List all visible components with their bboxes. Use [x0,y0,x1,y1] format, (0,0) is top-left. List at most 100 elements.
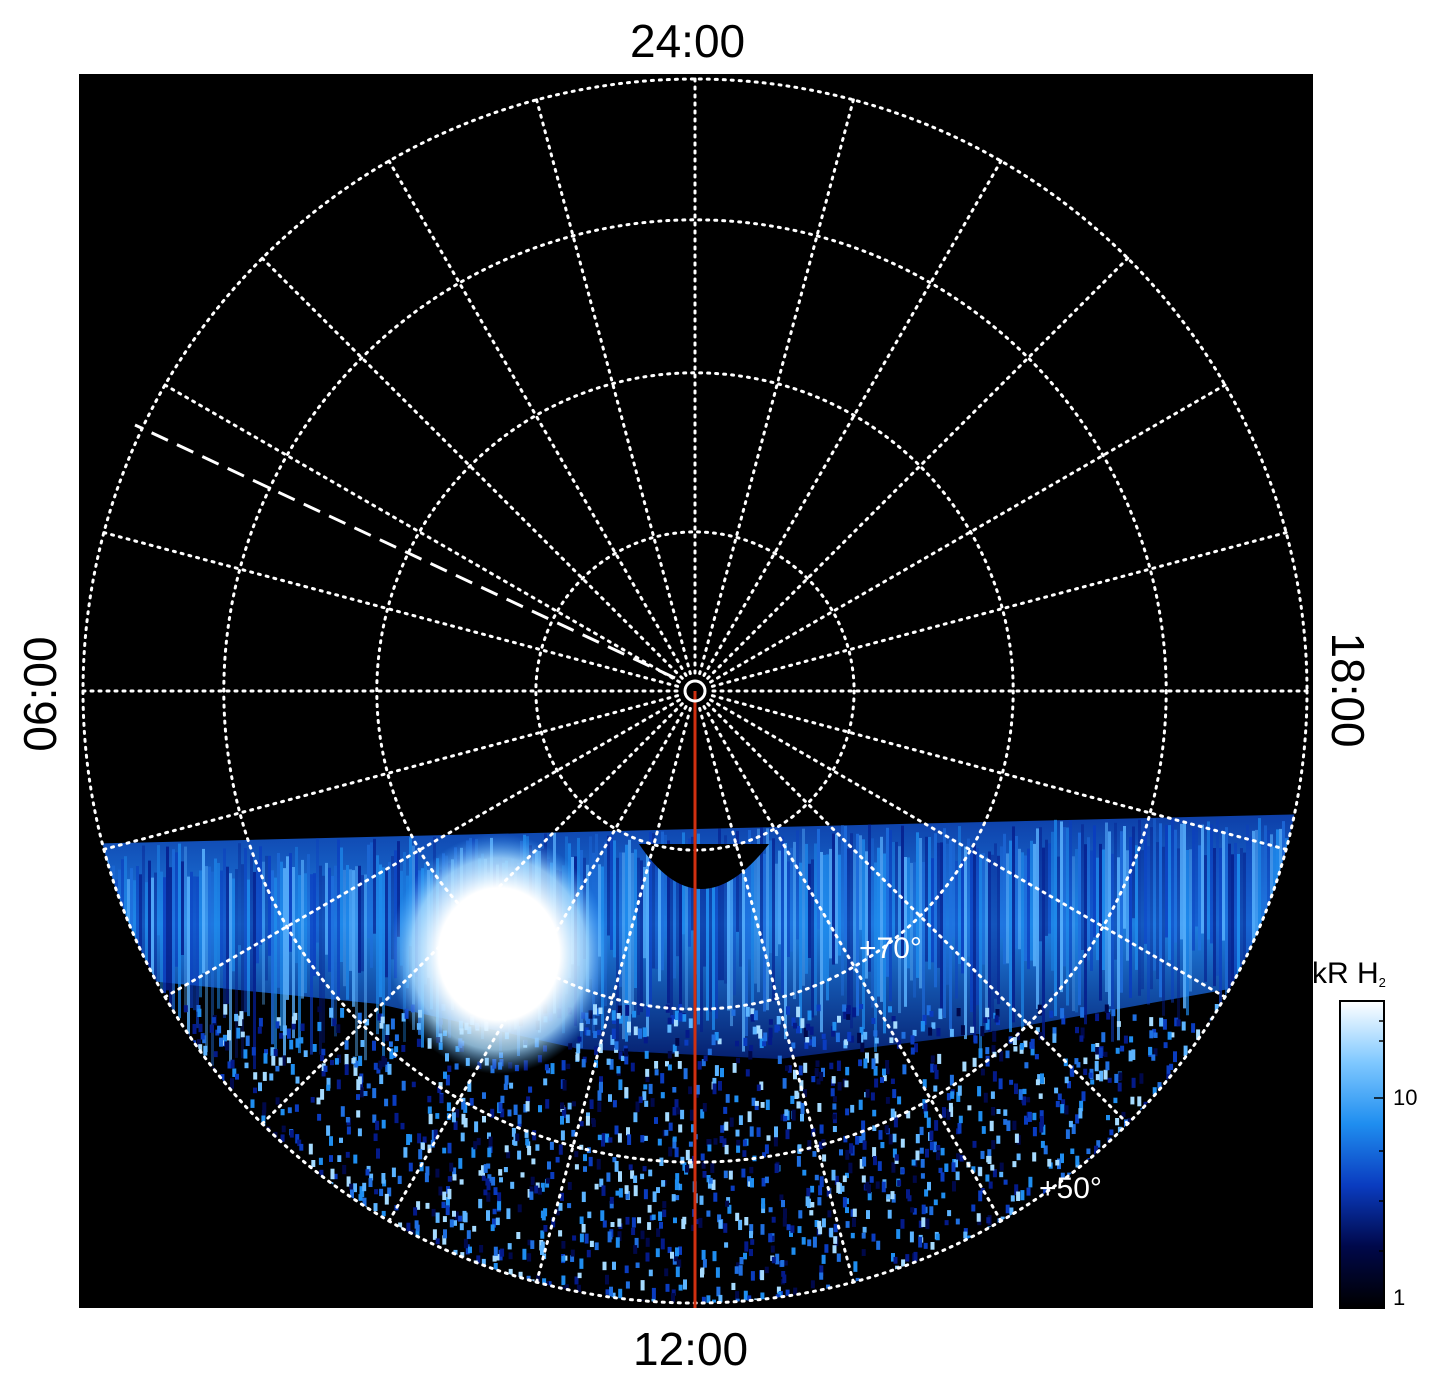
emission-streak [217,863,220,1009]
noise-pixel [1070,1148,1075,1155]
noise-pixel [782,1274,787,1284]
noise-pixel [789,1230,793,1237]
noise-pixel [671,1289,676,1296]
noise-pixel [859,1004,864,1010]
noise-pixel [675,1195,680,1201]
noise-pixel [608,1094,612,1102]
noise-pixel [855,1277,860,1284]
noise-pixel [859,1159,864,1169]
noise-pixel [452,1210,456,1217]
noise-pixel [919,1147,924,1154]
noise-pixel [765,1099,770,1111]
noise-pixel [956,1153,961,1161]
noise-pixel [675,1173,680,1182]
noise-pixel [807,1010,812,1021]
noise-pixel [650,1098,655,1107]
noise-pixel [608,1137,613,1143]
noise-pixel [616,1066,621,1074]
colorbar [1339,1000,1385,1309]
noise-pixel [942,1107,946,1118]
noise-pixel [442,1191,447,1201]
emission-streak [994,843,997,999]
noise-pixel [356,1079,361,1091]
noise-pixel [744,1217,749,1226]
emission-streak [1102,849,1105,970]
noise-pixel [549,1141,554,1150]
noise-pixel [936,1151,940,1161]
noise-pixel [196,1005,201,1012]
dark-bay [639,844,769,889]
noise-pixel [585,1116,590,1126]
noise-pixel [963,1228,968,1235]
noise-pixel [852,1208,857,1217]
noise-pixel [656,1228,661,1237]
noise-pixel [796,1026,800,1034]
noise-pixel [1081,1091,1086,1102]
noise-pixel [885,1060,890,1071]
noise-pixel [874,1078,879,1088]
emission-streak [1009,840,1012,1033]
noise-pixel [447,1188,452,1200]
emission-streak [697,833,700,1025]
noise-pixel [449,1162,454,1172]
noise-pixel [385,1024,390,1035]
emission-streak [868,824,871,972]
noise-pixel [403,1147,408,1158]
noise-pixel [605,1274,609,1285]
noise-pixel [793,1069,797,1080]
noise-pixel [610,1222,615,1228]
noise-pixel [463,1238,468,1249]
noise-pixel [890,1078,895,1084]
emission-streak [1036,828,1039,1009]
emission-streak [1228,843,1231,1020]
noise-pixel [469,1098,474,1106]
noise-pixel [460,1132,465,1142]
emission-streak [196,876,199,1029]
noise-pixel [812,1151,817,1157]
noise-pixel [546,1067,550,1074]
noise-pixel [980,1188,985,1194]
noise-pixel [493,1187,498,1196]
noise-pixel [843,1135,848,1143]
emission-streak [883,853,886,1034]
noise-pixel [618,1171,622,1182]
noise-pixel [486,1192,491,1202]
noise-pixel [652,1191,657,1203]
noise-pixel [545,1177,550,1184]
emission-streak [706,860,709,1021]
noise-pixel [701,1296,706,1303]
noise-pixel [723,1170,728,1179]
noise-pixel [529,1191,534,1200]
noise-pixel [454,1211,459,1222]
noise-pixel [606,1058,611,1065]
noise-pixel [978,1111,983,1122]
meridian-line [163,698,681,999]
noise-pixel [980,1068,985,1076]
emission-streak [787,861,790,957]
emission-streak [1129,836,1132,998]
noise-pixel [985,1047,990,1055]
emission-streak [1054,819,1057,1017]
noise-pixel [695,1219,700,1225]
noise-pixel [1005,1204,1010,1214]
noise-pixel [576,1284,581,1293]
emission-streak [268,855,271,956]
noise-pixel [893,1116,898,1128]
noise-pixel [566,1063,571,1069]
noise-pixel [986,1217,991,1224]
noise-pixel [584,1233,589,1244]
emission-streak [658,845,661,982]
noise-pixel [620,1055,625,1062]
noise-pixel [814,1220,819,1228]
noise-pixel [601,1133,606,1140]
noise-pixel [611,1292,616,1300]
noise-pixel [344,1064,349,1076]
emission-streak [1189,849,1192,992]
emission-streak [898,846,901,1014]
noise-pixel [744,1241,749,1252]
noise-pixel [683,1068,688,1080]
noise-pixel [342,1165,347,1175]
latitude-circle [222,218,1168,1164]
noise-pixel [357,1128,362,1137]
emission-streak [916,832,919,978]
